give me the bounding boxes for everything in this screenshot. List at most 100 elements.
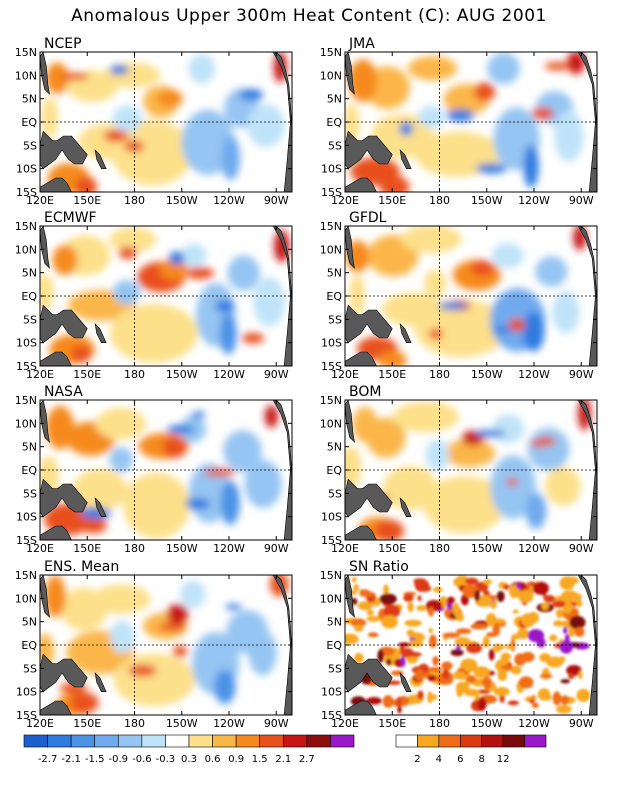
colorbar-label: -0.3 — [156, 754, 176, 765]
lon-tick-label: 120W — [518, 368, 550, 381]
colorbar-swatch — [70, 734, 96, 748]
lat-tick-label: 10S — [16, 163, 37, 176]
lat-tick-label: EQ — [21, 464, 37, 477]
colorbar-swatch — [212, 734, 237, 748]
lon-tick-label: 150E — [73, 542, 101, 555]
lat-tick-label: 10S — [16, 686, 37, 699]
lat-tick-label: EQ — [326, 639, 342, 652]
lat-tick-label: EQ — [21, 290, 37, 303]
colorbar-swatch — [438, 734, 461, 748]
lat-tick-label: 15N — [15, 220, 37, 233]
lon-tick-label: 120E — [26, 368, 54, 381]
colorbar-label: 0.3 — [181, 754, 197, 765]
colorbar-label: 1.5 — [252, 754, 268, 765]
lon-tick-label: 120E — [26, 542, 54, 555]
colorbar-swatch — [282, 734, 308, 748]
anomaly-colorbar: -2.7 -2.1 -1.5 -0.9 -0.6 -0.3 0.3 0.6 0.9 1.5 2.1 2… — [23, 734, 355, 765]
colorbar-swatch — [330, 734, 355, 748]
lat-tick-label: 10S — [321, 163, 342, 176]
lon-tick-label: 150W — [166, 368, 198, 381]
lat-tick-label: 5N — [22, 616, 37, 629]
lon-tick-label: 180 — [124, 542, 145, 555]
lon-tick-label: 150E — [378, 194, 406, 207]
lat-tick-label: 5S — [328, 313, 342, 326]
lat-tick-label: 15N — [15, 46, 37, 59]
lat-tick-label: 15S — [321, 360, 342, 373]
lon-tick-label: 150E — [73, 194, 101, 207]
lon-tick-label: 120W — [213, 368, 245, 381]
lon-tick-label: 120E — [331, 368, 359, 381]
colorbar-label: 0.6 — [205, 754, 221, 765]
colorbar-swatch — [23, 734, 48, 748]
lat-tick-label: 15S — [321, 534, 342, 547]
lat-tick-label: 5S — [23, 139, 37, 152]
lat-tick-label: 10N — [320, 417, 342, 430]
lon-tick-label: 180 — [429, 542, 450, 555]
colorbar-label: -2.7 — [38, 754, 58, 765]
lat-tick-label: 10S — [321, 337, 342, 350]
lon-tick-label: 120W — [213, 542, 245, 555]
lat-tick-label: 15S — [16, 534, 37, 547]
lat-tick-label: 5N — [22, 267, 37, 280]
lon-tick-label: 120E — [331, 194, 359, 207]
lat-tick-label: 5S — [328, 139, 342, 152]
panel-title: NCEP — [44, 36, 82, 52]
lon-tick-label: 150W — [471, 717, 503, 730]
lat-tick-label: 15S — [16, 186, 37, 199]
lon-tick-label: 150E — [73, 368, 101, 381]
panel-title: ECMWF — [44, 210, 97, 226]
lat-tick-label: 5S — [23, 487, 37, 500]
lon-tick-label: 90W — [264, 368, 289, 381]
lat-tick-label: 10N — [15, 69, 37, 82]
lon-tick-label: 150W — [471, 368, 503, 381]
colorbar-swatch — [188, 734, 213, 748]
lon-tick-label: 120W — [213, 717, 245, 730]
lon-tick-label: 150E — [378, 542, 406, 555]
lon-tick-label: 150W — [166, 194, 198, 207]
colorbar-label: 2.7 — [299, 754, 315, 765]
lon-tick-label: 150E — [378, 717, 406, 730]
colorbar-swatch — [47, 734, 72, 748]
lat-tick-label: 5N — [327, 441, 342, 454]
lon-tick-label: 90W — [569, 717, 594, 730]
lon-tick-label: 120W — [518, 717, 550, 730]
lat-tick-label: 10S — [16, 511, 37, 524]
lon-tick-label: 180 — [429, 194, 450, 207]
lon-tick-label: 180 — [124, 368, 145, 381]
colorbar-label: 12 — [497, 754, 510, 765]
colorbar-swatch — [165, 734, 190, 748]
colorbar-swatch — [502, 734, 525, 748]
panel-title: JMA — [348, 36, 375, 52]
colorbar-label: 2.1 — [275, 754, 291, 765]
lon-tick-label: 120E — [331, 542, 359, 555]
colorbar-swatch — [117, 734, 143, 748]
lat-tick-label: 15S — [16, 709, 37, 722]
panel-title: BOM — [349, 384, 381, 400]
colorbar-label: 8 — [479, 754, 485, 765]
lat-tick-label: 5S — [23, 662, 37, 675]
lat-tick-label: 10N — [320, 592, 342, 605]
lon-tick-label: 90W — [569, 542, 594, 555]
colorbar-label: -0.6 — [132, 754, 152, 765]
lon-tick-label: 120E — [26, 194, 54, 207]
lon-tick-label: 90W — [264, 542, 289, 555]
lat-tick-label: 5S — [23, 313, 37, 326]
lon-tick-label: 120W — [213, 194, 245, 207]
colorbar-label: 2 — [414, 754, 420, 765]
colorbar-swatch — [94, 734, 119, 748]
lon-tick-label: 150E — [73, 717, 101, 730]
snr-colorbar: 2 4 6 8 12 — [395, 734, 547, 765]
lon-tick-label: 180 — [429, 717, 450, 730]
lon-tick-label: 180 — [124, 717, 145, 730]
lon-tick-label: 90W — [264, 717, 289, 730]
colorbar-swatch — [459, 734, 483, 748]
lon-tick-label: 150W — [166, 542, 198, 555]
colorbar-swatch — [481, 734, 504, 748]
panel-title: ENS. Mean — [44, 559, 119, 575]
